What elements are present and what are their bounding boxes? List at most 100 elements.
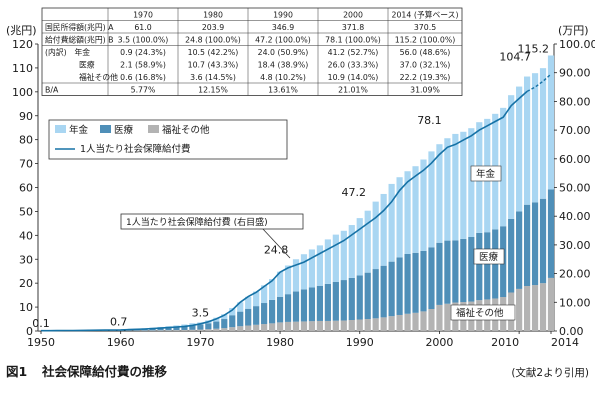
bar-medical (508, 218, 515, 293)
bar-medical (324, 283, 331, 321)
bar-pension (412, 166, 419, 253)
legend: 年金 医療 福祉その他 1人当たり社会保障給付費 (48, 119, 288, 160)
table-header-cell: 1970 (133, 11, 153, 20)
legend-frame (48, 119, 288, 160)
table-cell: 給付費総額(兆円) B (45, 35, 114, 45)
bar-welfare (181, 329, 188, 331)
bar-welfare (197, 329, 204, 331)
pension-label-box (470, 165, 502, 182)
bar-medical (276, 296, 284, 323)
bar-medical (213, 321, 220, 329)
bar-medical (237, 311, 244, 327)
table-cell: 2.1 (58.9%) (120, 61, 166, 70)
bar-medical (388, 261, 395, 317)
x-tick-label: 1960 (107, 336, 135, 349)
bar-medical (484, 232, 491, 300)
bar-medical (428, 247, 435, 309)
bar-medical (189, 325, 196, 330)
bar-welfare (547, 277, 555, 331)
bar-medical (308, 287, 316, 322)
bar-pension (276, 271, 284, 297)
bar-medical (523, 204, 531, 287)
right-y-axis: 0.00 10.00 20.00 30.00 40.00 50.00 60.00 70.00 8… (554, 38, 595, 338)
bar-welfare (324, 320, 331, 331)
bar-welfare (523, 286, 531, 331)
bar-medical (364, 272, 371, 320)
bar-medical (468, 237, 475, 302)
table-cell: 115.2 (100.0%) (395, 36, 456, 45)
x-tick-label: 1970 (186, 336, 214, 349)
left-tick-label: 110 (12, 62, 33, 75)
bar-welfare (300, 321, 308, 331)
table-cell: 37.0 (32.1%) (400, 61, 451, 70)
legend-swatch-welfare (148, 125, 159, 133)
right-tick-label: 80.00 (559, 95, 591, 108)
table-cell: 国民所得額(兆円) A (45, 22, 114, 32)
per-capita-callout: 1人当たり社会保障給付費 (右目盛) (120, 213, 304, 259)
bar-pension (229, 308, 236, 316)
bar-medical (539, 198, 547, 284)
callout-box (120, 213, 304, 230)
table-cell: 10.9 (14.0%) (328, 73, 379, 82)
bar-welfare (308, 321, 316, 331)
bar-medical (516, 211, 523, 289)
bar-welfare (348, 319, 355, 331)
welfare-segment-label: 福祉その他 (456, 307, 504, 319)
bar-welfare (428, 308, 435, 331)
bar-pension (284, 265, 292, 295)
bar-welfare (237, 326, 244, 331)
bar-pension (452, 133, 459, 241)
bar-medical (292, 291, 300, 322)
bar-welfare (205, 329, 212, 331)
left-tick-label: 30 (19, 253, 33, 266)
total-value-label: 104.7 (499, 51, 531, 64)
bar-welfare (229, 327, 236, 331)
medical-segment-label: 医療 (479, 251, 499, 263)
left-tick-label: 40 (19, 229, 33, 242)
right-tick-label: 20.00 (559, 268, 591, 281)
table-cell: 18.4 (38.9%) (258, 61, 309, 70)
bar-welfare (420, 311, 427, 331)
table-cell: 26.0 (33.3%) (328, 61, 379, 70)
left-tick-label: 60 (19, 182, 33, 195)
bar-medical (404, 253, 411, 314)
bar-welfare (380, 317, 387, 331)
bar-welfare (157, 330, 164, 331)
right-tick-label: 100.00 (559, 38, 595, 51)
x-tick-label: 1980 (266, 336, 294, 349)
left-tick-label: 50 (19, 205, 33, 218)
bar-medical (253, 306, 260, 325)
table-cell: 医療 (79, 60, 95, 70)
bar-medical (436, 242, 443, 305)
table-cell: 5.77% (131, 86, 156, 95)
bar-medical (261, 303, 268, 325)
figure-number: 図1 (6, 364, 27, 379)
table-cell: 4.8 (10.2%) (260, 73, 306, 82)
left-tick-label: 20 (19, 277, 33, 290)
bar-medical (412, 252, 419, 313)
bar-welfare (356, 319, 363, 331)
left-y-axis: 0 10 20 30 40 50 60 70 80 90 100 110 120 (12, 38, 38, 338)
bar-medical (221, 319, 228, 329)
table-header-cell: 1980 (203, 11, 223, 20)
bar-pension (356, 218, 363, 276)
bar-welfare (221, 328, 228, 331)
bar-welfare (531, 285, 539, 331)
bar-medical (268, 299, 276, 324)
bar-pension (372, 201, 379, 270)
legend-label-pension: 年金 (69, 124, 89, 136)
bar-welfare (332, 320, 339, 331)
bar-pension (468, 128, 475, 238)
bar-medical (444, 240, 451, 304)
bar-pension (261, 285, 268, 304)
bar-pension (253, 291, 260, 307)
bar-pension (324, 239, 331, 284)
bar-pension (340, 230, 347, 281)
x-tick-label: 2000 (425, 336, 453, 349)
bar-pension (523, 76, 531, 205)
bar-pension (292, 259, 300, 292)
total-value-label: 24.8 (264, 244, 289, 257)
bar-welfare (404, 313, 411, 331)
bar-welfare (149, 330, 156, 331)
